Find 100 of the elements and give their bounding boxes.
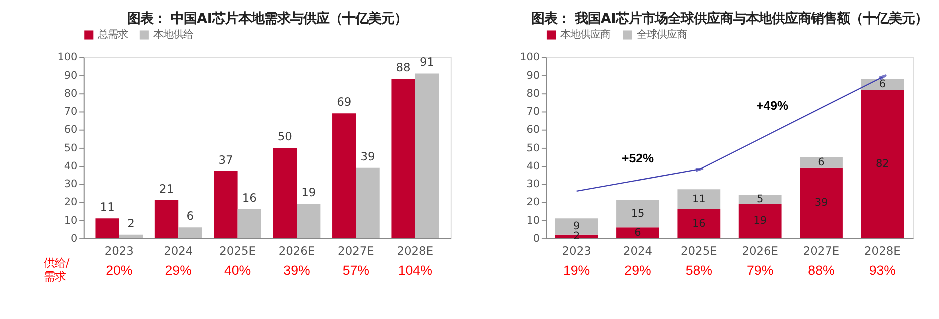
annotation: +52% <box>622 152 654 166</box>
y-tick-label: 10 <box>526 214 540 227</box>
bar <box>238 210 262 239</box>
y-tick-label: 0 <box>533 232 540 245</box>
bar <box>678 210 721 239</box>
bar <box>800 157 843 168</box>
bar <box>738 204 782 239</box>
bar <box>214 172 238 239</box>
x-tick-label: 2026E <box>278 244 316 258</box>
text: 104% <box>398 262 433 278</box>
text: 29% <box>624 262 652 278</box>
y-tick-label: 80 <box>64 88 78 100</box>
data-label: 11 <box>100 200 115 214</box>
bar <box>332 114 356 239</box>
y-tick-label: 60 <box>64 124 78 136</box>
data-label: 39 <box>814 197 828 210</box>
y-tick-label: 60 <box>526 124 540 136</box>
text: 79% <box>746 262 774 278</box>
bar <box>616 200 660 228</box>
legend-label: 本地供应商 <box>560 29 611 42</box>
data-label: 6 <box>186 209 194 224</box>
bar <box>800 168 843 239</box>
text: 40% <box>224 262 252 278</box>
legend-label: 本地供给 <box>153 29 194 42</box>
data-label: 6 <box>634 226 642 239</box>
text: 29% <box>165 262 192 278</box>
y-tick-label: 70 <box>64 106 78 118</box>
y-tick-label: 70 <box>526 106 540 118</box>
data-label: 37 <box>218 152 234 167</box>
x-tick-label: 2028E <box>397 244 434 258</box>
y-tick-label: 90 <box>64 70 78 82</box>
y-tick-label: 10 <box>64 214 78 227</box>
x-tick-label: 2028E <box>864 244 901 258</box>
data-label: 2 <box>128 216 135 230</box>
x-tick-label: 2023 <box>104 244 134 258</box>
bar <box>861 79 904 90</box>
text: 93% <box>869 262 896 278</box>
data-label: 82 <box>876 158 890 170</box>
y-tick-label: 40 <box>64 160 78 172</box>
bar <box>356 168 380 239</box>
bar <box>154 200 179 239</box>
data-label: 21 <box>159 182 174 196</box>
x-tick-label: 2025E <box>220 244 256 258</box>
x-tick-label: 2027E <box>803 244 840 258</box>
data-label: 11 <box>692 193 706 206</box>
y-tick-label: 0 <box>71 232 78 245</box>
chart-title: 图表： 中国AI芯片本地需求与供应（十亿美元） <box>127 11 408 28</box>
y-tick-label: 100 <box>58 52 78 64</box>
bar <box>392 79 416 239</box>
chart-title: 图表： 我国AI芯片市场全球供应商与本地供应商销售额（十亿美元） <box>531 11 928 28</box>
x-tick-label: 2024 <box>164 244 194 258</box>
data-label: 69 <box>337 94 352 109</box>
data-label: 19 <box>754 215 767 228</box>
bar <box>273 148 297 239</box>
x-tick-label: 2025E <box>681 244 718 258</box>
legend-label: 总需求 <box>97 29 128 42</box>
bar <box>297 204 321 239</box>
data-label: 6 <box>818 156 825 168</box>
text: 58% <box>686 262 713 278</box>
bar <box>415 74 440 239</box>
y-tick-label: 20 <box>64 196 78 209</box>
y-tick-label: 50 <box>64 142 78 154</box>
x-tick-label: 2023 <box>562 244 592 258</box>
text: 供给/需求 <box>44 256 70 284</box>
bar <box>678 190 721 210</box>
y-tick-label: 30 <box>526 178 540 191</box>
data-label: 19 <box>302 186 316 200</box>
text: 19% <box>563 262 590 278</box>
x-tick-label: 2026E <box>742 244 778 258</box>
bar <box>96 218 120 239</box>
bar <box>178 228 202 239</box>
text: 57% <box>342 262 370 278</box>
data-label: 39 <box>360 149 376 164</box>
data-label: 6 <box>879 78 886 90</box>
y-tick-label: 100 <box>520 52 540 64</box>
text: 20% <box>106 262 133 278</box>
data-label: 15 <box>631 208 645 220</box>
y-tick-label: 90 <box>526 70 540 82</box>
data-label: 16 <box>692 218 706 230</box>
data-label: 9 <box>573 220 580 233</box>
x-tick-label: 2024 <box>623 244 653 258</box>
data-label: 5 <box>757 193 764 206</box>
y-tick-label: 20 <box>526 196 540 209</box>
bar <box>861 90 904 239</box>
data-label: 16 <box>242 190 257 205</box>
bar <box>119 234 144 239</box>
y-tick-label: 40 <box>526 160 540 172</box>
bar <box>738 195 782 204</box>
data-label: 50 <box>278 129 292 144</box>
text: 39% <box>284 262 310 278</box>
bar <box>616 228 660 239</box>
y-tick-label: 30 <box>64 178 78 191</box>
data-label: 88 <box>396 60 411 75</box>
text: 88% <box>808 262 835 278</box>
data-label: 91 <box>420 55 435 70</box>
x-tick-label: 2027E <box>338 244 374 258</box>
annotation: +49% <box>756 99 789 114</box>
legend-label: 全球供应商 <box>636 29 687 42</box>
y-tick-label: 80 <box>526 88 540 100</box>
y-tick-label: 50 <box>526 142 540 154</box>
